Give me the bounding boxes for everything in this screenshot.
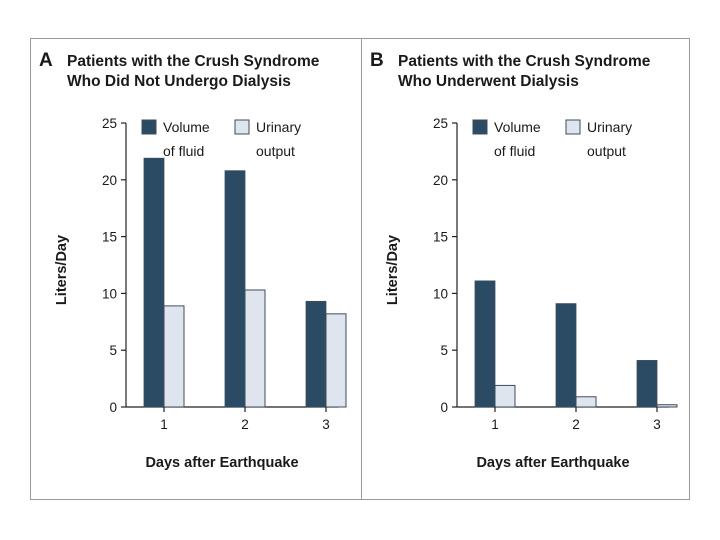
panel-b-x-axis-title: Days after Earthquake [476,455,629,471]
panel-a-y-tick-label: 25 [102,116,117,131]
panel-b-legend-label-urinary-output: Urinary [587,119,632,135]
panel-a-title-line-1: Patients with the Crush Syndrome [67,53,320,70]
panel-a: A Patients with the Crush Syndrome Who D… [31,39,361,499]
panel-a-x-tick-label: 1 [160,417,168,432]
panel-b-legend-label-urinary-output: output [587,143,626,159]
panel-a-x-tick-label: 2 [241,417,249,432]
panel-a-bar-urinary-output-day-2 [244,289,266,408]
panel-b-legend-swatch-urinary-output [565,119,581,135]
panel-b-bar-volume-of-fluid-day-2 [555,303,577,408]
panel-b-legend-label-volume-of-fluid: Volume [494,119,541,135]
panel-a-letter: A [39,50,53,71]
panel-b-title-line-1: Patients with the Crush Syndrome [398,53,651,70]
panel-a-y-tick-label: 5 [109,343,117,358]
panel-a-bar-urinary-output-day-1 [163,305,185,408]
panel-a-y-axis-title: Liters/Day [54,235,70,305]
panel-b-title-line-2: Who Underwent Dialysis [398,73,579,90]
panel-a-y-tick-label: 10 [102,286,117,301]
panel-a-x-tick-label: 3 [322,417,330,432]
panel-b: B Patients with the Crush Syndrome Who U… [361,39,689,499]
panel-a-bar-volume-of-fluid-day-1 [143,157,165,408]
panel-a-legend-swatch-volume-of-fluid [141,119,157,135]
panel-b-y-tick-label: 10 [433,286,448,301]
panel-b-legend-swatch-volume-of-fluid [472,119,488,135]
panel-b-legend-label-volume-of-fluid: of fluid [494,143,535,159]
panel-b-y-tick-label: 5 [440,343,448,358]
panel-b-letter: B [370,50,384,71]
panel-a-legend-label-urinary-output: output [256,143,295,159]
panel-a-bar-volume-of-fluid-day-3 [305,300,327,408]
panel-a-y-tick-label: 20 [102,173,117,188]
panel-b-bar-volume-of-fluid-day-3 [636,360,658,408]
panel-a-y-tick-label: 15 [102,230,117,245]
panel-a-x-axis-title: Days after Earthquake [145,455,298,471]
panel-a-bar-volume-of-fluid-day-2 [224,170,246,408]
panel-a-legend-label-urinary-output: Urinary [256,119,301,135]
panel-a-legend-swatch-urinary-output [234,119,250,135]
panel-b-bar-urinary-output-day-3 [656,404,678,408]
figure: A Patients with the Crush Syndrome Who D… [30,38,690,500]
panel-b-bar-urinary-output-day-2 [575,396,597,408]
panel-b-y-axis-title: Liters/Day [385,235,401,305]
chart-b: 0 5 10 15 20 25 1 2 3 Days after Earthquake Liters… [385,116,678,471]
chart-a: 0 5 10 15 20 25 1 2 3 Days after Earthquake Liters… [54,116,347,471]
panel-b-x-tick-label: 2 [572,417,580,432]
panel-b-bar-volume-of-fluid-day-1 [474,280,496,408]
panel-b-bar-urinary-output-day-1 [494,384,516,408]
panel-a-title-line-2: Who Did Not Undergo Dialysis [67,73,291,90]
panel-b-x-tick-label: 3 [653,417,661,432]
panel-b-y-tick-label: 25 [433,116,448,131]
panel-a-bar-urinary-output-day-3 [325,313,347,408]
panel-b-y-tick-label: 20 [433,173,448,188]
panel-a-legend-label-volume-of-fluid: of fluid [163,143,204,159]
panel-b-x-tick-label: 1 [491,417,499,432]
panel-b-y-tick-label: 0 [440,400,448,415]
panel-a-y-tick-label: 0 [109,400,117,415]
panel-b-y-tick-label: 15 [433,230,448,245]
panel-a-legend-label-volume-of-fluid: Volume [163,119,210,135]
